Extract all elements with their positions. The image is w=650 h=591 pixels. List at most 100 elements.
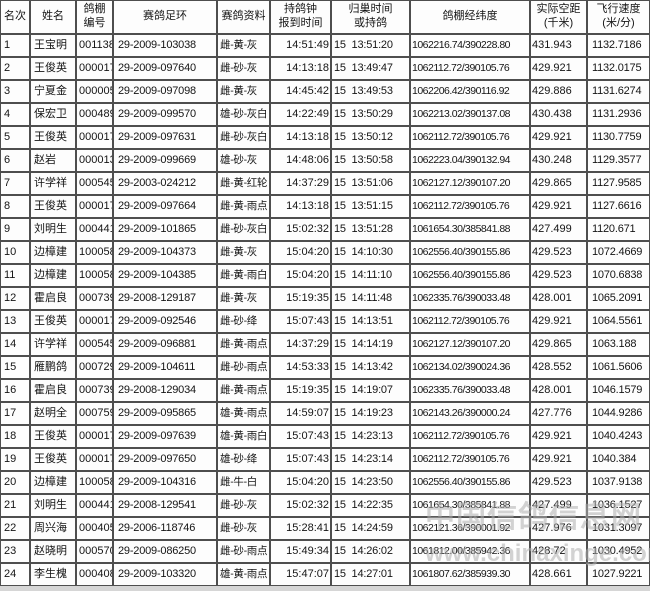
table-row: 11 边樟建 100058 29-2009-104385 雌-黄-雨白 15:04:20 1… [0, 264, 650, 287]
cell-return_time: 15 14:11:10 [331, 264, 410, 287]
cell-name: 王俊英 [30, 310, 76, 333]
cell-loft_no: 100058 [76, 241, 113, 264]
cell-rank: 21 [0, 494, 30, 517]
col-header-label: 实际空距 [536, 3, 581, 16]
cell-rank: 2 [0, 57, 30, 80]
cell-speed: 1120.671 [587, 218, 650, 241]
cell-info: 雌-砂-灰 [217, 494, 270, 517]
cell-report_time: 14:59:07 [270, 402, 331, 425]
cell-ring: 29-2009-099570 [113, 103, 217, 126]
cell-coords: 1062556.40/390155.86 [410, 471, 530, 494]
cell-info: 雄-黄-雨点 [217, 402, 270, 425]
table-row: 14 许学祥 000545 29-2009-096881 雌-黄-雨点 14:37:29 1… [0, 333, 650, 356]
cell-ring: 29-2009-104385 [113, 264, 217, 287]
cell-info: 雌-砂-灰 [217, 57, 270, 80]
col-header-label: 鸽棚 [83, 3, 106, 16]
table-row: 10 边樟建 100058 29-2009-104373 雌-黄-灰 15:04:20 15… [0, 241, 650, 264]
cell-distance: 428.72 [530, 540, 587, 563]
cell-rank: 3 [0, 80, 30, 103]
cell-loft_no: 000005 [76, 80, 113, 103]
cell-rank: 11 [0, 264, 30, 287]
col-header-label: 名次 [4, 10, 26, 23]
cell-name: 许学祥 [30, 172, 76, 195]
cell-report_time: 14:13:18 [270, 126, 331, 149]
cell-report_time: 14:37:29 [270, 333, 331, 356]
cell-ring: 29-2009-086250 [113, 540, 217, 563]
cell-report_time: 14:53:33 [270, 356, 331, 379]
table-row: 19 王俊英 000017 29-2009-097650 雄-砂-绛 15:07:43 15… [0, 448, 650, 471]
cell-loft_no: 000729 [76, 356, 113, 379]
cell-coords: 1061807.62/385939.30 [410, 563, 530, 586]
cell-rank: 15 [0, 356, 30, 379]
cell-distance: 429.921 [530, 448, 587, 471]
cell-report_time: 15:19:35 [270, 287, 331, 310]
cell-distance: 427.499 [530, 494, 587, 517]
results-body: 1 王宝明 001138 29-2009-103038 雌-黄-灰 14:51:49 15 … [0, 34, 650, 586]
cell-return_time: 15 14:11:48 [331, 287, 410, 310]
cell-distance: 429.886 [530, 80, 587, 103]
cell-ring: 29-2009-092546 [113, 310, 217, 333]
cell-speed: 1065.2091 [587, 287, 650, 310]
cell-report_time: 14:13:18 [270, 195, 331, 218]
col-header-label: 鸽棚经纬度 [442, 10, 498, 23]
cell-name: 赵明全 [30, 402, 76, 425]
cell-name: 边樟建 [30, 241, 76, 264]
cell-return_time: 15 13:49:53 [331, 80, 410, 103]
cell-return_time: 15 13:51:20 [331, 34, 410, 57]
cell-coords: 1062112.72/390105.76 [410, 126, 530, 149]
col-header-coords: 鸽棚经纬度 [410, 0, 530, 34]
cell-return_time: 15 13:50:29 [331, 103, 410, 126]
cell-speed: 1044.9286 [587, 402, 650, 425]
cell-return_time: 15 13:51:06 [331, 172, 410, 195]
cell-distance: 429.921 [530, 126, 587, 149]
cell-speed: 1130.7759 [587, 126, 650, 149]
cell-return_time: 15 14:22:35 [331, 494, 410, 517]
cell-name: 王俊英 [30, 195, 76, 218]
cell-coords: 1062127.12/390107.20 [410, 333, 530, 356]
cell-info: 雄-黄-雨点 [217, 563, 270, 586]
cell-distance: 429.523 [530, 471, 587, 494]
cell-coords: 1062112.72/390105.76 [410, 448, 530, 471]
cell-ring: 29-2009-104611 [113, 356, 217, 379]
cell-coords: 1062335.76/390033.48 [410, 287, 530, 310]
table-row: 23 赵晓明 000570 29-2009-086250 雌-砂-雨点 15:49:34 1… [0, 540, 650, 563]
cell-return_time: 15 14:13:42 [331, 356, 410, 379]
cell-return_time: 15 14:27:01 [331, 563, 410, 586]
cell-name: 赵岩 [30, 149, 76, 172]
cell-ring: 29-2009-095865 [113, 402, 217, 425]
cell-return_time: 15 13:50:12 [331, 126, 410, 149]
cell-rank: 14 [0, 333, 30, 356]
cell-return_time: 15 13:50:58 [331, 149, 410, 172]
cell-rank: 10 [0, 241, 30, 264]
cell-info: 雌-黄-灰 [217, 80, 270, 103]
cell-info: 雄-砂-绛 [217, 448, 270, 471]
cell-name: 周兴海 [30, 517, 76, 540]
cell-speed: 1036.1527 [587, 494, 650, 517]
col-header-label: 飞行速度 [596, 3, 641, 16]
col-header-speed: 飞行速度 (米/分) [587, 0, 650, 34]
table-row: 13 王俊英 000017 29-2009-092546 雌-砂-绛 15:07:43 15… [0, 310, 650, 333]
cell-return_time: 15 14:24:59 [331, 517, 410, 540]
cell-distance: 431.943 [530, 34, 587, 57]
cell-name: 李生槐 [30, 563, 76, 586]
cell-ring: 29-2008-129187 [113, 287, 217, 310]
cell-distance: 428.001 [530, 287, 587, 310]
cell-loft_no: 000570 [76, 540, 113, 563]
cell-speed: 1131.6274 [587, 80, 650, 103]
cell-loft_no: 000017 [76, 310, 113, 333]
cell-report_time: 15:02:32 [270, 494, 331, 517]
cell-return_time: 15 14:23:13 [331, 425, 410, 448]
cell-report_time: 14:48:06 [270, 149, 331, 172]
cell-return_time: 15 13:51:28 [331, 218, 410, 241]
cell-loft_no: 100058 [76, 471, 113, 494]
cell-info: 雄-砂-灰 [217, 149, 270, 172]
cell-distance: 429.921 [530, 195, 587, 218]
cell-rank: 7 [0, 172, 30, 195]
cell-speed: 1132.0175 [587, 57, 650, 80]
cell-coords: 1062143.26/390000.24 [410, 402, 530, 425]
cell-speed: 1072.4669 [587, 241, 650, 264]
cell-distance: 429.865 [530, 333, 587, 356]
cell-ring: 29-2009-103038 [113, 34, 217, 57]
cell-speed: 1131.2936 [587, 103, 650, 126]
